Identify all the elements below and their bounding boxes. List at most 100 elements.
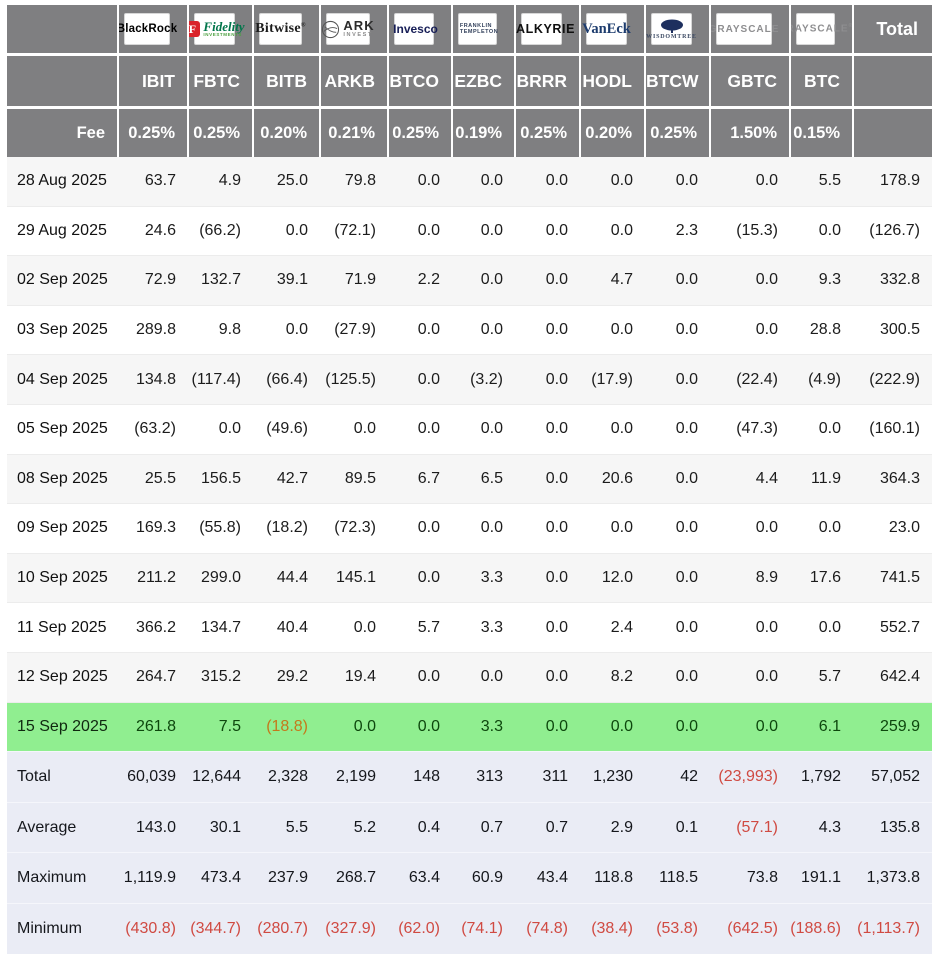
blank-cell [852,53,932,108]
summary-value-cell: (74.8) [515,902,580,954]
value-cell: 3.3 [452,552,515,603]
value-cell: (3.2) [452,354,515,405]
value-cell: 72.9 [118,255,188,306]
summary-value-cell: (188.6) [790,902,853,954]
date-cell: 10 Sep 2025 [7,552,118,603]
value-cell: 0.0 [710,503,790,554]
value-cell: 0.0 [790,503,853,554]
grayscale-logo: GRAYSCALE [710,23,780,35]
fee-value: 0.20% [579,106,645,157]
table-row: 08 Sep 2025 25.5 156.5 42.7 89.5 6.7 6.5 0.0 20.… [7,453,932,504]
provider-header: Invesco [387,5,452,55]
fee-value: 0.20% [252,106,320,157]
total-cell: 332.8 [853,255,932,306]
ticker-header: BTCW [644,53,710,108]
value-cell: 0.0 [320,701,388,752]
ticker-header: BTC [789,53,853,108]
value-cell: (55.8) [188,503,253,554]
summary-value-cell: 73.8 [710,852,790,904]
invesco-logo: Invesco [393,22,438,36]
summary-value-cell: 0.1 [645,801,710,853]
ticker-header: BTCO [387,53,452,108]
table-row: 03 Sep 2025 289.8 9.8 0.0 (27.9) 0.0 0.0 0.0 0.0… [7,304,932,355]
value-cell: 0.0 [320,602,388,653]
value-cell: 0.0 [388,503,452,554]
logo-chip: ARK INVEST [322,13,374,45]
fee-value: 0.19% [451,106,515,157]
value-cell: 132.7 [188,255,253,306]
value-cell: (47.3) [710,403,790,455]
summary-value-cell: 60,039 [118,751,188,803]
summary-value-cell: (23,993) [710,751,790,803]
logo-chip: VALKYRIE [517,13,574,45]
value-cell: 0.0 [710,602,790,653]
date-cell: 03 Sep 2025 [7,304,118,355]
value-cell: 0.0 [515,304,580,355]
table-row: 02 Sep 2025 72.9 132.7 39.1 71.9 2.2 0.0 0.0 4.7… [7,255,932,306]
value-cell: 40.4 [253,602,320,653]
provider-header: GRAYSCALE [709,5,790,55]
value-cell: 0.0 [645,255,710,306]
summary-value-cell: 118.8 [580,852,645,904]
value-cell: 0.0 [388,701,452,752]
summary-value-cell: (62.0) [388,902,452,954]
ark-globe-icon [322,20,340,38]
corner-cell [7,5,118,55]
value-cell: (18.8) [253,701,320,752]
summary-value-cell: 143.0 [118,801,188,853]
total-cell: 300.5 [853,304,932,355]
table-row: 15 Sep 2025 261.8 7.5 (18.8) 0.0 0.0 3.3 0.0 0.0… [7,701,932,752]
value-cell: 0.0 [515,255,580,306]
fee-value: 0.25% [644,106,710,157]
fee-value: 0.21% [319,106,388,157]
ticker-header: HODL [579,53,645,108]
value-cell: 9.8 [188,304,253,355]
summary-value-cell: 191.1 [790,852,853,904]
summary-value-cell: 5.2 [320,801,388,853]
ticker-header: BITB [252,53,320,108]
value-cell: (72.3) [320,503,388,554]
value-cell: (125.5) [320,354,388,405]
value-cell: 2.4 [580,602,645,653]
value-cell: 0.0 [790,205,853,256]
value-cell: 156.5 [188,453,253,504]
logo-chip: GRAYSCALE [712,13,778,45]
valkyrie-logo: VALKYRIE [515,22,576,36]
value-cell: 366.2 [118,602,188,653]
value-cell: 0.0 [645,552,710,603]
value-cell: 25.5 [118,453,188,504]
provider-header: ARK INVEST [319,5,388,55]
provider-header: VALKYRIE [514,5,580,55]
total-cell: 178.9 [853,157,932,207]
provider-header: GRAYSCALE® [789,5,853,55]
summary-value-cell: 2,328 [253,751,320,803]
table-row: 09 Sep 2025 169.3 (55.8) (18.2) (72.3) 0.0 0.0… [7,503,932,554]
summary-value-cell: 148 [388,751,452,803]
date-cell: 09 Sep 2025 [7,503,118,554]
summary-value-cell: 1,119.9 [118,852,188,904]
value-cell: 0.0 [388,205,452,256]
table-row: 10 Sep 2025 211.2 299.0 44.4 145.1 0.0 3.3 0.0 1… [7,552,932,603]
value-cell: 8.9 [710,552,790,603]
value-cell: 0.0 [452,255,515,306]
value-cell: 28.8 [790,304,853,355]
summary-total-cell: 57,052 [853,751,932,803]
value-cell: 0.0 [515,651,580,703]
value-cell: 0.0 [580,403,645,455]
value-cell: (72.1) [320,205,388,256]
value-cell: (22.4) [710,354,790,405]
blackrock-logo: BlackRock [118,23,178,35]
summary-value-cell: 0.4 [388,801,452,853]
value-cell: 19.4 [320,651,388,703]
value-cell: (63.2) [118,403,188,455]
date-cell: 08 Sep 2025 [7,453,118,504]
blank-cell [852,106,932,157]
value-cell: 3.3 [452,602,515,653]
summary-row: Total 60,039 12,644 2,328 2,199 148 313 311 1,23… [7,751,932,803]
value-cell: 0.0 [645,453,710,504]
summary-value-cell: (57.1) [710,801,790,853]
value-cell: 0.0 [645,651,710,703]
wisdomtree-logo: WISDOMTREE [647,19,697,40]
summary-value-cell: 311 [515,751,580,803]
value-cell: 7.5 [188,701,253,752]
